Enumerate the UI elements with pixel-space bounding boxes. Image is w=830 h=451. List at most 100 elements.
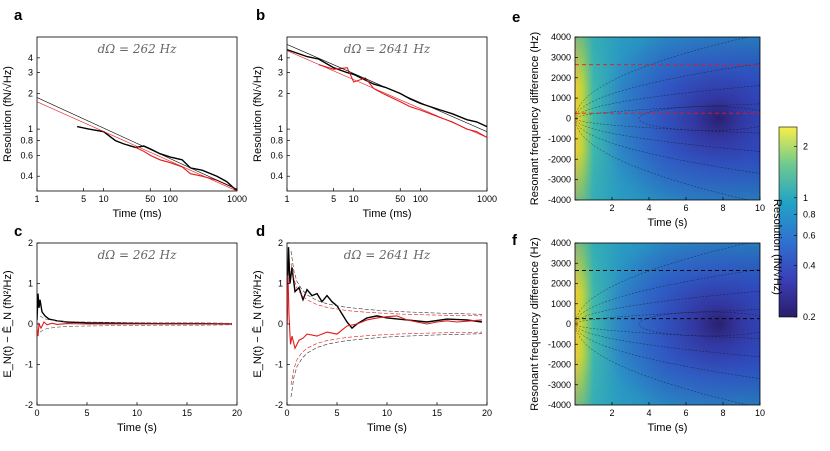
x-tick-label-e: 4 [646, 203, 651, 213]
y-tick-label-b: 0.6 [270, 150, 283, 160]
x-tick-label-c: 15 [182, 408, 192, 418]
y-tick-label-e: 2000 [551, 73, 571, 83]
y-tick-label-e: -1000 [548, 134, 571, 144]
plot-frame-b [286, 36, 488, 192]
series-line-c-bound- [39, 324, 233, 333]
colorbar-tick-label: 0.4 [803, 261, 816, 271]
x-tick-label-c: 20 [232, 408, 242, 418]
y-tick-label-b: 0.4 [270, 171, 283, 181]
x-tick-label-f: 2 [609, 408, 614, 418]
x-tick-label-d: 20 [482, 408, 492, 418]
series-line-a-theory-red- [37, 101, 237, 191]
x-tick-label-f: 10 [755, 408, 765, 418]
x-axis-label-d: Time (s) [367, 422, 407, 434]
panel-f: 2 4 6 8 10 -4000 -3000 -2000 -1000 0 1000 2000 3000 4… [529, 237, 765, 434]
y-tick-label-f: -1000 [548, 339, 571, 349]
contour-line-e [575, 103, 760, 118]
x-tick-label-b: 10 [349, 194, 359, 204]
x-axis-label-c: Time (s) [117, 422, 157, 434]
colorbar-tick-label: 0.2 [803, 312, 816, 322]
x-axis-label-a: Time (ms) [112, 208, 161, 220]
y-tick-label-e: 0 [566, 114, 571, 124]
y-axis-label-e: Resonant frequency difference (Hz) [529, 32, 541, 205]
series-line-b-theory-black- [287, 44, 487, 132]
contour-line-f [575, 269, 760, 321]
x-tick-label-c: 10 [132, 408, 142, 418]
y-tick-label-d: -2 [275, 400, 283, 410]
y-tick-label-e: 4000 [551, 32, 571, 42]
y-tick-label-a: 0.6 [20, 150, 33, 160]
y-tick-label-f: -4000 [548, 400, 571, 410]
x-tick-label-d: 10 [382, 408, 392, 418]
contour-line-f [575, 327, 760, 379]
y-tick-label-a: 2 [28, 88, 33, 98]
x-tick-label-d: 0 [284, 408, 289, 418]
series-line-c-bound- [39, 315, 233, 324]
x-tick-label-e: 2 [609, 203, 614, 213]
x-tick-label-d: 5 [334, 408, 339, 418]
contour-line-e [575, 85, 760, 117]
x-tick-label-b: 100 [413, 194, 428, 204]
y-tick-label-f: 0 [566, 319, 571, 329]
contour-line-f [575, 326, 760, 358]
contour-core-f [638, 311, 760, 337]
x-tick-label-e: 10 [755, 203, 765, 213]
y-tick-label-e: -4000 [548, 195, 571, 205]
x-tick-label-e: 8 [720, 203, 725, 213]
annotation-b: dΩ = 2641 Hz [344, 42, 431, 56]
y-tick-label-f: -3000 [548, 380, 571, 390]
y-tick-label-c: 2 [28, 238, 33, 248]
series-group-d [287, 247, 483, 397]
x-tick-label-a: 5 [81, 194, 86, 204]
contour-line-e [575, 120, 760, 152]
y-tick-label-d: 0 [278, 319, 283, 329]
panel-label-f: f [512, 232, 518, 249]
y-tick-label-b: 1 [278, 124, 283, 134]
series-line-d-red [287, 275, 483, 350]
x-tick-label-b: 5 [331, 194, 336, 204]
series-line-d-black [287, 247, 483, 330]
x-tick-label-b: 50 [395, 194, 405, 204]
x-tick-label-f: 8 [720, 408, 725, 418]
y-axis-label-a: Resolution (fN/√Hz) [2, 66, 14, 162]
colorbar: 0.2 0.4 0.6 0.8 1 2 Resolution (fN/√Hz) [771, 126, 816, 322]
y-axis-label-b: Resolution (fN/√Hz) [252, 66, 264, 162]
contour-line-e [575, 119, 760, 134]
contour-line-f [575, 329, 749, 405]
y-tick-label-b: 3 [278, 68, 283, 78]
y-tick-label-f: -2000 [548, 360, 571, 370]
series-line-d-bound-black- [290, 251, 483, 315]
y-tick-label-e: 1000 [551, 93, 571, 103]
annotation-c: dΩ = 262 Hz [98, 248, 177, 262]
y-axis-label-f: Resonant frequency difference (Hz) [529, 237, 541, 410]
y-tick-label-a: 3 [28, 68, 33, 78]
contour-line-f [575, 290, 760, 322]
x-tick-label-b: 1000 [477, 194, 497, 204]
contour-line-e [575, 124, 749, 200]
annotation-a: dΩ = 262 Hz [98, 42, 177, 56]
y-tick-label-d: 2 [278, 238, 283, 248]
heatmap-core-e [575, 37, 760, 200]
y-tick-label-e: 3000 [551, 52, 571, 62]
contour-line-e [575, 122, 760, 174]
x-tick-label-e: 6 [683, 203, 688, 213]
panel-e: 2 4 6 8 10 -4000 -3000 -2000 -1000 0 1000 2000 3000 4… [529, 32, 765, 229]
contour-line-e [575, 63, 760, 115]
y-tick-label-a: 4 [28, 53, 33, 63]
panel-label-c: c [14, 223, 22, 240]
x-tick-label-a: 50 [145, 194, 155, 204]
annotation-d: dΩ = 2641 Hz [344, 248, 431, 262]
x-tick-label-a: 10 [99, 194, 109, 204]
colorbar-tick-label: 0.6 [803, 231, 816, 241]
colorbar-tick-label: 0.8 [803, 209, 816, 219]
y-tick-label-c: 0 [28, 319, 33, 329]
y-tick-label-b: 2 [278, 88, 283, 98]
series-group-c [37, 293, 233, 337]
y-axis-label-c: E_N(t) − Ē_N (fN²/Hz) [2, 270, 14, 377]
x-tick-label-b: 1 [284, 194, 289, 204]
x-tick-label-c: 5 [84, 408, 89, 418]
y-tick-label-d: 1 [278, 279, 283, 289]
colorbar-tick-label: 1 [803, 193, 808, 203]
series-line-d-bound-red- [290, 331, 483, 385]
